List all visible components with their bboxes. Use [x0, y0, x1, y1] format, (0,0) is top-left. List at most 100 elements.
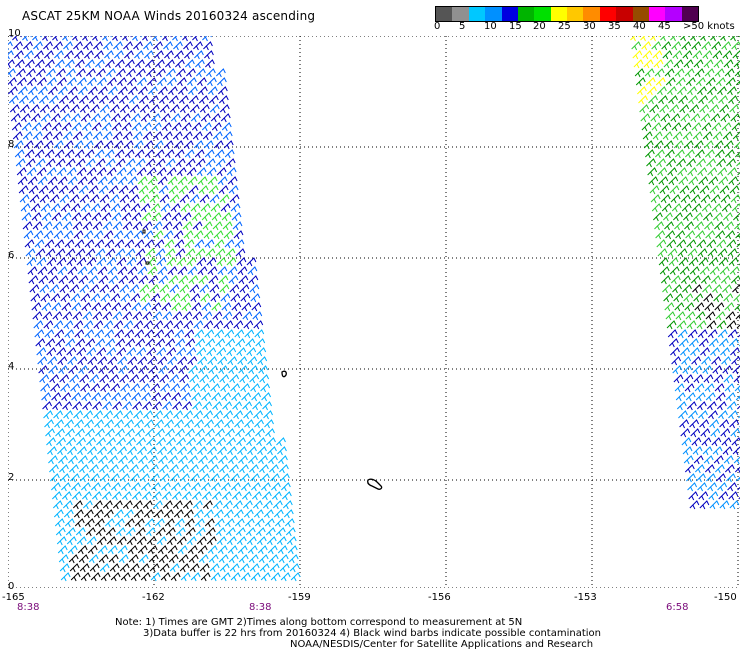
wind-barb — [175, 338, 186, 348]
colorbar-segment — [567, 7, 584, 21]
x-tick-153w: -153 — [574, 592, 597, 603]
wind-barb — [116, 167, 127, 177]
wind-barb — [697, 482, 708, 492]
wind-barb — [117, 356, 128, 366]
wind-barb — [688, 410, 698, 420]
wind-barb — [31, 302, 42, 312]
wind-barb — [193, 140, 204, 150]
wind-barb — [733, 375, 740, 384]
wind-barb — [209, 374, 220, 384]
wind-barb — [115, 248, 126, 258]
wind-barb — [150, 482, 161, 492]
wind-barb — [212, 500, 223, 510]
wind-map[interactable] — [8, 36, 740, 588]
small-island-1 — [142, 229, 146, 234]
wind-barb — [52, 500, 63, 510]
wind-barb — [63, 41, 73, 51]
wind-barb — [664, 149, 675, 159]
wind-barb — [158, 95, 169, 105]
wind-barb — [15, 59, 25, 69]
wind-barb — [107, 266, 118, 276]
grid-lines — [8, 36, 740, 588]
wind-barb — [156, 536, 167, 546]
wind-barb — [728, 491, 739, 501]
colorbar-segment — [501, 7, 518, 21]
wind-barb — [118, 554, 129, 564]
wind-barb — [147, 176, 158, 186]
wind-barb — [235, 527, 246, 537]
wind-barb — [719, 500, 730, 510]
wind-barb — [680, 36, 690, 42]
wind-barb — [48, 365, 59, 375]
wind-barb — [38, 185, 49, 195]
wind-barb — [148, 95, 159, 105]
wind-barb — [120, 383, 131, 393]
wind-barb — [726, 401, 737, 411]
wind-barb — [200, 572, 211, 582]
wind-barb — [134, 329, 145, 339]
wind-barb — [153, 41, 163, 51]
wind-barb — [49, 194, 60, 204]
wind-barb — [186, 437, 196, 447]
wind-barb — [640, 113, 651, 123]
wind-barb — [76, 437, 86, 447]
wind-barb — [256, 347, 267, 357]
wind-barb — [259, 563, 270, 573]
wind-barb — [134, 149, 145, 159]
wind-barb — [39, 374, 50, 384]
wind-barb — [184, 50, 194, 60]
wind-barb — [10, 113, 21, 123]
y-tick-10: 10 — [8, 28, 21, 39]
wind-barb — [258, 554, 269, 564]
wind-barb — [674, 383, 685, 393]
wind-barb — [140, 473, 150, 483]
wind-barb — [8, 50, 14, 60]
wind-barb — [660, 113, 671, 123]
wind-barb — [44, 329, 55, 339]
wind-barb — [126, 347, 137, 357]
wind-barb — [145, 248, 156, 258]
wind-barb — [721, 356, 732, 366]
wind-barb — [154, 518, 165, 528]
wind-barb — [723, 293, 734, 303]
wind-barb — [35, 248, 46, 258]
wind-barb — [89, 464, 99, 474]
wind-barb — [203, 230, 214, 240]
wind-barb — [110, 293, 121, 303]
wind-barb — [170, 482, 181, 492]
wind-barb — [278, 455, 288, 465]
wind-barb — [157, 545, 168, 555]
wind-barb — [95, 248, 106, 258]
wind-barb — [108, 95, 119, 105]
wind-barb — [62, 131, 73, 141]
wind-barb — [216, 167, 227, 177]
wind-barb — [733, 60, 740, 69]
wind-barb — [641, 122, 652, 132]
wind-barb — [730, 347, 740, 357]
wind-barb — [212, 221, 223, 231]
wind-barb — [165, 248, 176, 258]
wind-barb — [129, 374, 140, 384]
wind-barb — [61, 212, 72, 222]
wind-barb — [62, 36, 72, 42]
wind-barb — [228, 365, 239, 375]
wind-barb — [208, 455, 218, 465]
wind-barb — [55, 338, 66, 348]
wind-barb — [717, 329, 728, 339]
wind-barb — [122, 311, 133, 321]
wind-barb — [143, 320, 154, 330]
wind-barb — [137, 545, 148, 555]
wind-barb — [87, 86, 98, 96]
wind-barb — [73, 509, 84, 519]
wind-barb — [256, 536, 267, 546]
wind-barb — [45, 68, 56, 78]
wind-barb — [227, 356, 238, 366]
wind-barb — [186, 77, 197, 87]
wind-barb — [114, 419, 124, 429]
wind-barb — [214, 518, 225, 528]
wind-barb — [69, 104, 80, 114]
wind-barb — [118, 365, 129, 375]
wind-barb — [653, 59, 664, 69]
wind-barb — [84, 419, 94, 429]
wind-barb — [122, 36, 132, 42]
